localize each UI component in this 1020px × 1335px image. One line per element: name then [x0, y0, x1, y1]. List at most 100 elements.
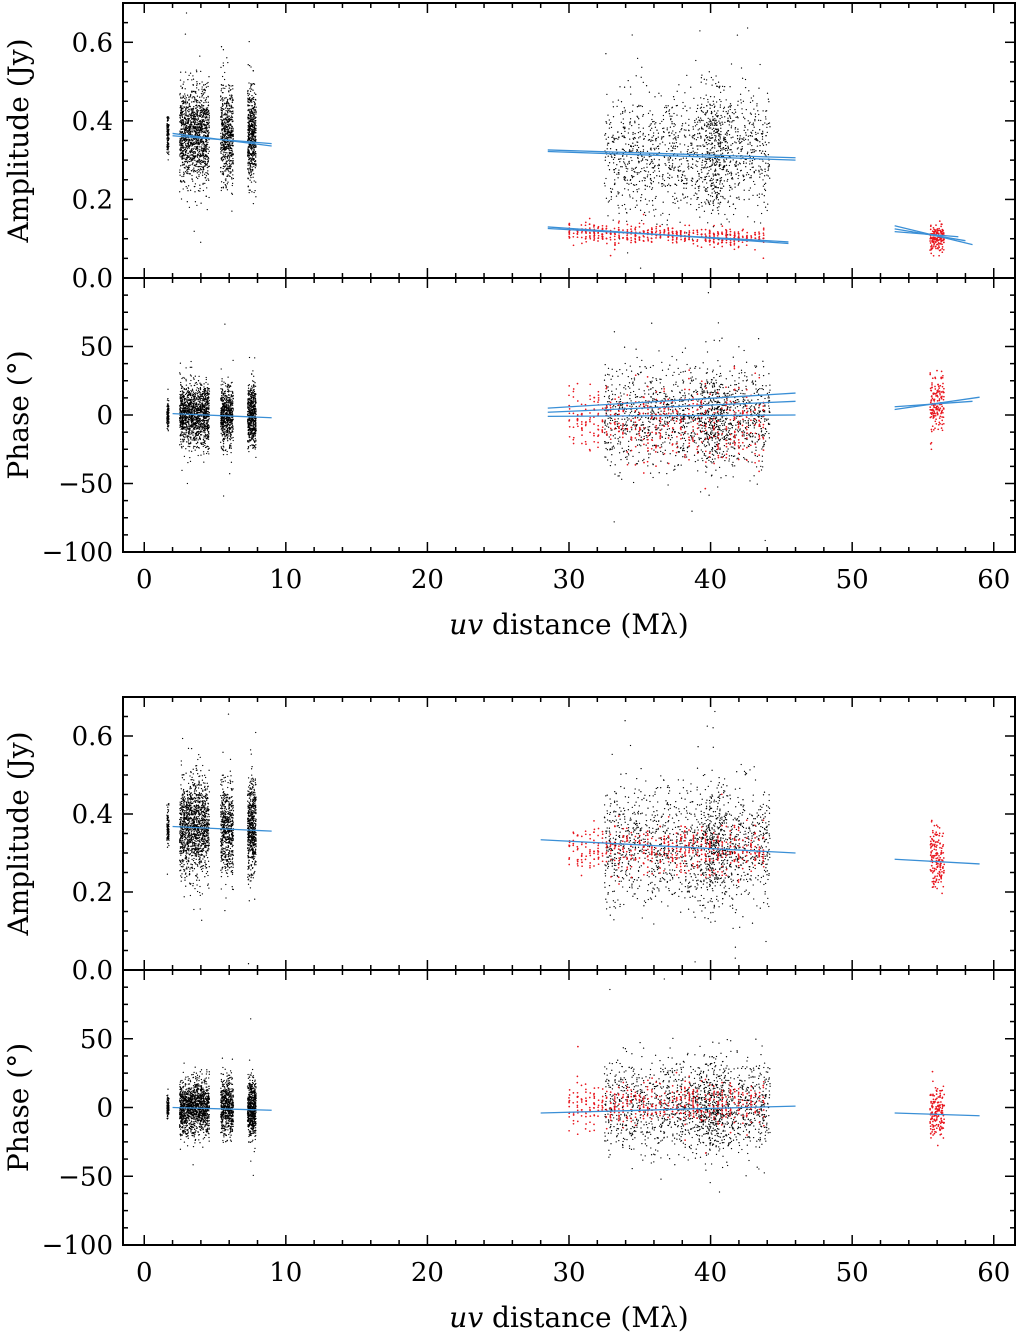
data-point	[597, 232, 600, 234]
data-point	[936, 237, 939, 240]
data-point	[745, 134, 747, 136]
data-point	[747, 143, 749, 145]
data-point	[638, 127, 640, 129]
data-point	[195, 138, 197, 140]
data-point	[707, 166, 709, 168]
data-point	[719, 183, 721, 185]
data-point	[677, 175, 679, 177]
data-point	[190, 150, 192, 152]
data-point	[646, 176, 649, 178]
data-point	[249, 118, 251, 120]
data-point	[253, 149, 255, 152]
data-point	[696, 245, 699, 247]
data-point	[757, 119, 760, 121]
data-point	[253, 160, 256, 163]
data-point	[712, 209, 714, 211]
data-point	[628, 150, 630, 152]
data-point	[203, 142, 205, 144]
data-point	[651, 167, 653, 169]
data-point	[201, 122, 203, 125]
data-point	[223, 99, 225, 101]
data-point	[251, 161, 253, 164]
data-point	[632, 148, 634, 150]
data-point	[188, 130, 190, 132]
data-point	[634, 120, 636, 122]
data-point	[225, 133, 227, 135]
data-point	[724, 121, 726, 124]
data-point	[185, 150, 187, 152]
data-point	[207, 156, 210, 159]
data-point	[713, 233, 715, 236]
data-point	[938, 220, 941, 222]
data-point	[611, 156, 613, 159]
data-point	[589, 236, 591, 238]
data-point	[611, 141, 614, 143]
data-point	[203, 101, 205, 104]
data-point	[200, 161, 202, 164]
data-point	[685, 157, 688, 159]
data-point	[715, 186, 717, 189]
data-point	[222, 146, 224, 149]
data-point	[700, 201, 703, 204]
data-point	[719, 162, 721, 164]
data-point	[684, 237, 686, 240]
data-point	[728, 205, 731, 208]
data-point	[200, 100, 203, 102]
data-point	[732, 120, 734, 122]
data-point	[714, 170, 716, 172]
data-point	[729, 106, 732, 108]
data-point	[226, 106, 228, 108]
data-point	[768, 122, 771, 124]
data-point	[223, 119, 225, 121]
data-point	[687, 145, 689, 148]
data-point	[750, 236, 753, 239]
data-point	[253, 115, 255, 117]
data-point	[697, 145, 699, 147]
data-point	[225, 160, 228, 162]
data-point	[193, 129, 195, 131]
data-point	[665, 111, 667, 114]
data-point	[649, 110, 651, 112]
data-point	[199, 154, 202, 156]
data-point	[700, 246, 703, 249]
data-point	[742, 236, 744, 239]
data-point	[668, 110, 670, 112]
data-point	[249, 153, 251, 156]
data-point	[180, 108, 183, 110]
data-point	[641, 159, 644, 161]
data-point	[731, 142, 734, 145]
data-point	[935, 231, 938, 234]
data-point	[701, 103, 703, 105]
data-point	[201, 141, 203, 143]
data-point	[712, 173, 714, 175]
data-point	[767, 175, 769, 177]
data-point	[223, 136, 226, 138]
data-point	[249, 86, 252, 88]
data-point	[696, 231, 699, 234]
data-point	[195, 133, 197, 135]
data-point	[714, 161, 717, 164]
data-point	[231, 193, 234, 195]
data-point	[192, 127, 194, 129]
data-point	[231, 161, 233, 163]
data-point	[622, 122, 625, 125]
data-point	[942, 241, 945, 244]
data-point	[226, 101, 228, 103]
data-point	[735, 142, 737, 144]
data-point	[200, 124, 202, 126]
data-point	[766, 209, 768, 212]
data-point	[758, 233, 760, 235]
data-point	[735, 131, 737, 133]
data-point	[222, 129, 224, 131]
data-point	[658, 163, 660, 166]
data-point	[252, 120, 254, 122]
data-point	[625, 165, 627, 168]
data-point	[254, 167, 256, 169]
data-point	[731, 151, 733, 153]
data-point	[613, 137, 615, 139]
model-line-1	[172, 135, 272, 145]
data-point	[717, 202, 719, 204]
data-point	[626, 163, 629, 165]
data-point	[670, 145, 672, 147]
data-point	[193, 125, 195, 128]
